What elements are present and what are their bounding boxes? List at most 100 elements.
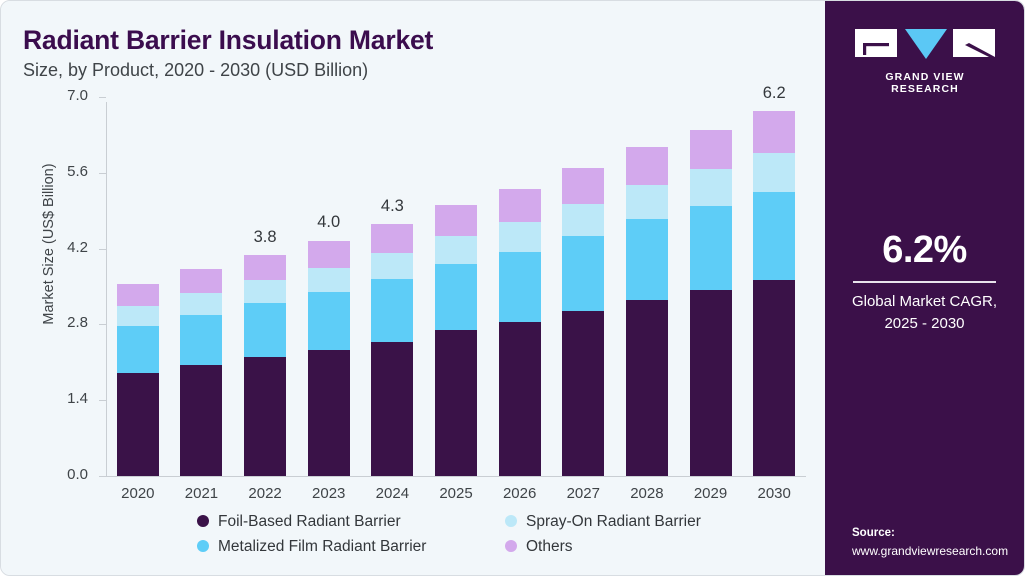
x-axis-tick-label: 2030 <box>757 485 791 502</box>
bar-segment[interactable] <box>371 341 414 476</box>
bar-segment[interactable] <box>689 129 732 170</box>
cagr-value: 6.2% <box>882 229 967 271</box>
bar-segment[interactable] <box>116 283 159 306</box>
grand-view-research-logo: GRAND VIEW RESEARCH <box>855 27 995 95</box>
bar-value-label: 4.3 <box>380 196 404 215</box>
legend-label: Foil-Based Radiant Barrier <box>218 513 401 530</box>
bar-segment[interactable] <box>307 240 350 268</box>
bar-segment[interactable] <box>753 110 796 153</box>
x-axis-line <box>106 476 806 477</box>
bar-segment[interactable] <box>116 326 159 374</box>
legend-color-swatch <box>505 540 517 552</box>
bar-segment[interactable] <box>562 203 605 237</box>
x-axis-tick-label: 2022 <box>248 485 282 502</box>
bar-stack[interactable] <box>180 269 223 476</box>
y-axis-tick-label: 0.0 <box>67 466 88 483</box>
legend-item[interactable]: Foil-Based Radiant Barrier <box>197 513 401 531</box>
x-axis-tick-label: 2021 <box>184 485 219 502</box>
bar-segment[interactable] <box>753 152 796 193</box>
bar-segment[interactable] <box>498 188 541 222</box>
bar-segment[interactable] <box>371 252 414 280</box>
legend-item[interactable]: Metalized Film Radiant Barrier <box>197 538 426 556</box>
bar-stack[interactable] <box>307 240 350 476</box>
source-label: Source: <box>852 527 895 539</box>
bar-stack[interactable] <box>562 168 605 476</box>
y-axis-tick <box>99 172 106 174</box>
bar-segment[interactable] <box>625 219 668 300</box>
bar-stack[interactable] <box>371 223 414 476</box>
brand-side-panel: GRAND VIEW RESEARCH 6.2% Global Market C… <box>825 1 1024 575</box>
x-axis-tick-label: 2023 <box>312 485 346 502</box>
y-axis-tick <box>99 400 106 402</box>
y-axis-tick-label: 2.8 <box>67 314 88 332</box>
bar-segment[interactable] <box>625 299 668 476</box>
bar-segment[interactable] <box>244 303 287 358</box>
legend-color-swatch <box>505 515 517 527</box>
bar-segment[interactable] <box>625 147 668 185</box>
bar-value-label: 4.0 <box>317 213 341 232</box>
gvr-logo-icon <box>855 29 995 60</box>
bar-segment[interactable] <box>753 192 796 281</box>
bar-segment[interactable] <box>116 306 159 327</box>
cagr-caption-line-2: 2025 - 2030 <box>884 315 965 332</box>
x-axis-tick-label: 2028 <box>630 485 664 502</box>
bar-segment[interactable] <box>371 223 414 253</box>
bar-segment[interactable] <box>180 365 223 476</box>
x-axis-tick-label: 2027 <box>566 485 600 502</box>
bar-segment[interactable] <box>307 267 350 293</box>
bar-stack[interactable] <box>753 110 796 476</box>
y-axis-tick <box>99 248 106 250</box>
bar-segment[interactable] <box>753 280 796 476</box>
x-axis-tick-label: 2025 <box>439 485 473 502</box>
bar-stack[interactable] <box>244 254 287 476</box>
bar-segment[interactable] <box>689 169 732 206</box>
bar-segment[interactable] <box>562 168 605 204</box>
chart-region: Radiant Barrier Insulation Market Size, … <box>1 1 827 575</box>
bar-segment[interactable] <box>689 289 732 476</box>
page-title: Radiant Barrier Insulation Market <box>23 25 434 55</box>
bar-stack[interactable] <box>625 147 668 476</box>
bar-segment[interactable] <box>307 292 350 351</box>
bar-segment[interactable] <box>435 205 477 237</box>
logo-wordmark: GRAND VIEW RESEARCH <box>885 71 965 95</box>
bar-segment[interactable] <box>689 205 732 290</box>
bar-segment[interactable] <box>116 373 159 476</box>
source-url: www.grandviewresearch.com <box>852 544 1009 558</box>
legend-label: Metalized Film Radiant Barrier <box>218 538 427 555</box>
bar-segment[interactable] <box>435 264 477 331</box>
x-axis-tick-label: 2024 <box>375 485 410 502</box>
bar-stack[interactable] <box>689 129 732 476</box>
bar-segment[interactable] <box>562 310 605 476</box>
legend-label: Spray-On Radiant Barrier <box>526 513 701 530</box>
bar-stack[interactable] <box>498 188 541 476</box>
bar-stack[interactable] <box>435 205 477 476</box>
y-axis-tick-label: 7.0 <box>67 87 88 104</box>
bar-segment[interactable] <box>435 330 477 476</box>
bar-segment[interactable] <box>180 314 223 366</box>
bar-segment[interactable] <box>498 321 541 476</box>
bar-segment[interactable] <box>371 279 414 342</box>
bar-segment[interactable] <box>435 236 477 265</box>
bar-segment[interactable] <box>498 221 541 252</box>
bar-segment[interactable] <box>562 236 605 311</box>
page-subtitle: Size, by Product, 2020 - 2030 (USD Billi… <box>23 60 369 80</box>
y-axis-tick-label: 1.4 <box>67 390 88 408</box>
cagr-caption-line-1: Global Market CAGR, <box>851 293 998 310</box>
bar-value-label: 6.2 <box>762 83 786 102</box>
x-axis-tick-label: 2029 <box>693 485 728 502</box>
bar-segment[interactable] <box>498 251 541 322</box>
bar-segment[interactable] <box>307 350 350 476</box>
legend-item[interactable]: Spray-On Radiant Barrier <box>505 513 701 531</box>
bar-segment[interactable] <box>244 357 287 476</box>
y-axis-tick-label: 5.6 <box>67 162 88 180</box>
legend-label: Others <box>526 538 573 555</box>
bar-segment[interactable] <box>180 293 223 315</box>
bar-segment[interactable] <box>244 254 287 281</box>
x-axis-tick-label: 2026 <box>502 485 537 502</box>
legend-item[interactable]: Others <box>505 538 573 556</box>
bar-segment[interactable] <box>180 269 223 293</box>
bar-stack[interactable] <box>116 283 159 476</box>
bar-segment[interactable] <box>244 280 287 304</box>
bar-segment[interactable] <box>625 184 668 220</box>
